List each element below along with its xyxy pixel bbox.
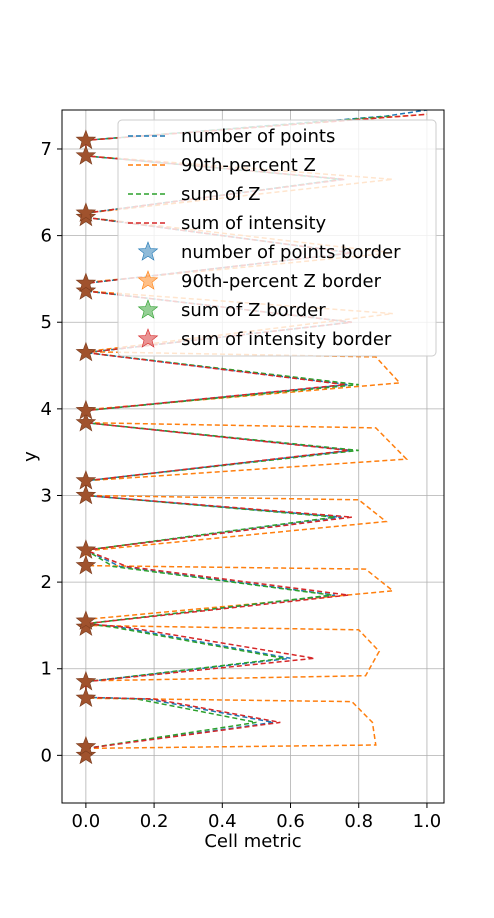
x-axis-ticks: 0.0 0.2 0.4 0.6 0.8 1.0 [72,803,442,832]
border-marker [75,610,97,630]
border-marker [75,129,97,150]
y-tick-label: 5 [41,312,52,333]
y-tick-label: 4 [41,399,52,420]
y-tick-label: 3 [41,485,52,506]
series-line-sum-of-z [83,115,393,750]
border-marker [75,469,97,490]
x-tick-label: 0.2 [140,811,169,832]
border-marker [75,202,97,222]
border-marker [75,411,97,432]
border-marker [75,735,97,756]
y-tick-label: 7 [41,139,52,160]
legend-box [117,119,437,357]
legend-entry-label: 90th-percent Z border [181,271,382,292]
legend-entry-label: sum of intensity [181,213,326,234]
y-tick-label: 6 [41,226,52,247]
x-tick-label: 0.0 [72,811,101,832]
legend-entry-label: sum of Z [181,184,260,205]
border-marker [75,687,97,707]
x-tick-label: 1.0 [413,811,442,832]
y-tick-label: 2 [41,572,52,593]
plot-frame [61,109,445,804]
legend: number of points 90th-percent Z sum of Z su… [117,119,437,357]
legend-entry-label: number of points border [181,242,401,263]
y-axis-label: y [20,451,41,462]
legend-star-swatch [137,299,159,319]
legend-star-swatch [137,270,159,290]
border-marker [75,272,97,292]
border-marker [75,744,97,765]
legend-entry-label: number of points [181,126,335,147]
x-tick-label: 0.6 [276,811,305,832]
legend-star-swatch [137,328,159,348]
border-marker [75,145,97,165]
legend-star-swatch [137,241,159,261]
x-tick-label: 0.4 [208,811,237,832]
border-marker [75,341,97,362]
x-axis-label: Cell metric [204,831,301,852]
legend-entry-label: sum of intensity border [181,329,392,350]
border-marker [75,554,97,575]
series-line-sum-of-intensity [85,113,427,750]
border-marker [75,280,97,300]
border-markers [75,129,97,765]
border-marker [75,399,97,420]
y-tick-label: 1 [41,659,52,680]
legend-entry-label: 90th-percent Z [181,155,316,176]
border-marker [75,616,97,636]
legend-entry-label: sum of Z border [181,300,326,321]
border-marker [75,670,97,691]
x-tick-label: 0.8 [344,811,373,832]
y-axis-ticks: 0 1 2 3 4 5 6 7 [41,139,62,766]
border-marker [75,484,97,505]
y-tick-label: 0 [41,745,52,766]
border-marker [75,539,97,559]
